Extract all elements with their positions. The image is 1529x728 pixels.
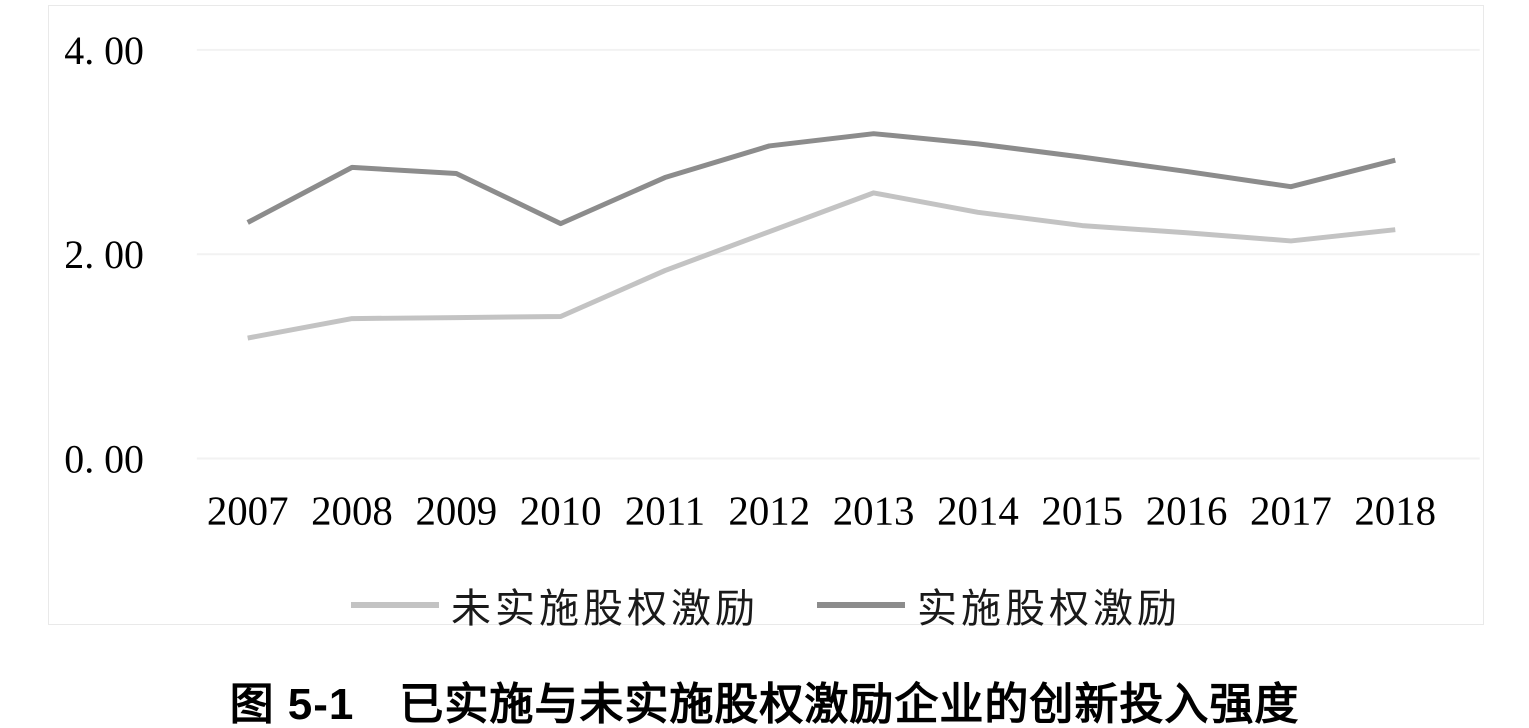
series-line-未实施股权激励 <box>247 190 1396 341</box>
figure-caption: 图 5-1 已实施与未实施股权激励企业的创新投入强度 <box>229 680 1300 728</box>
chart-area: 0. 00 2. 00 4. 00 2007 2008 2009 2010 2011 2012 2… <box>48 5 1484 631</box>
y-tick-label: 4. 00 <box>64 28 144 73</box>
x-tick-label: 2012 <box>728 488 810 533</box>
y-tick-label: 0. 00 <box>64 436 144 481</box>
series-line-实施股权激励 <box>246 131 1396 227</box>
x-tick-label: 2016 <box>1146 488 1228 533</box>
x-tick-label: 2015 <box>1041 488 1123 533</box>
x-tick-label: 2008 <box>311 488 393 533</box>
x-tick-label: 2007 <box>207 488 289 533</box>
y-tick-label: 2. 00 <box>64 232 144 277</box>
x-tick-label: 2013 <box>833 488 915 533</box>
line-chart: 0. 00 2. 00 4. 00 2007 2008 2009 2010 2011 2012 2… <box>64 28 1480 533</box>
x-tick-label: 2009 <box>415 488 497 533</box>
x-tick-label: 2010 <box>520 488 602 533</box>
x-tick-label: 2014 <box>937 488 1019 533</box>
x-tick-label: 2017 <box>1250 488 1332 533</box>
x-tick-label: 2018 <box>1354 488 1436 533</box>
x-tick-label: 2011 <box>625 488 705 533</box>
